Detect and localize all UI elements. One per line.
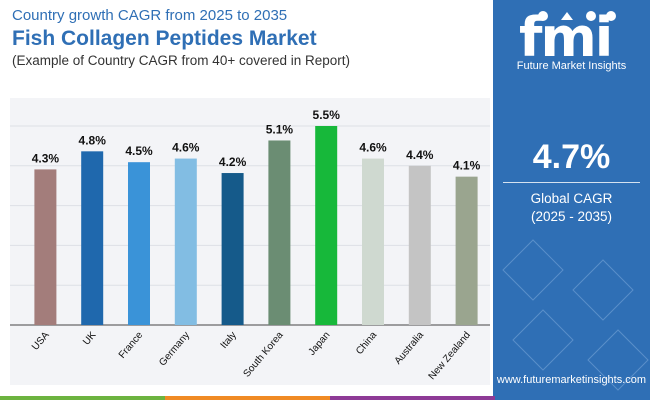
bar-uk bbox=[81, 151, 104, 325]
data-label: 4.2% bbox=[219, 155, 247, 169]
data-label: 4.1% bbox=[453, 159, 481, 173]
website-link[interactable]: www.futuremarketinsights.com bbox=[496, 374, 647, 386]
footer-segment-green bbox=[0, 396, 165, 400]
data-label: 4.3% bbox=[32, 151, 60, 165]
global-cagr-period: (2025 - 2035) bbox=[530, 209, 613, 224]
divider bbox=[503, 182, 640, 183]
footer-segment-orange bbox=[165, 396, 330, 400]
logo-icons bbox=[538, 11, 616, 21]
footer-segment-blue bbox=[495, 396, 650, 400]
data-label: 4.5% bbox=[125, 144, 153, 158]
brand-logo: fmi Future Market Insights bbox=[493, 0, 650, 80]
bar-usa bbox=[34, 169, 57, 325]
data-label: 4.4% bbox=[406, 148, 434, 162]
x-tick-label: New Zealand bbox=[427, 330, 473, 382]
data-label: 4.6% bbox=[172, 141, 200, 155]
x-tick-label: Japan bbox=[307, 330, 333, 358]
bar-japan bbox=[315, 126, 338, 325]
chart-title: Fish Collagen Peptides Market bbox=[12, 27, 317, 50]
bar-germany bbox=[174, 158, 197, 325]
chart-header: Country growth CAGR from 2025 to 2035 Fi… bbox=[12, 6, 482, 70]
global-cagr-value: 4.7% bbox=[532, 138, 611, 176]
brand-caption: Future Market Insights bbox=[516, 60, 627, 72]
x-tick-label: Germany bbox=[157, 330, 192, 369]
bar-italy bbox=[221, 173, 244, 325]
data-label: 5.5% bbox=[313, 108, 341, 122]
x-tick-label: USA bbox=[30, 330, 52, 353]
x-tick-label: South Korea bbox=[242, 330, 286, 380]
bar-china bbox=[362, 158, 384, 325]
chart-note: (Example of Country CAGR from 40+ covere… bbox=[12, 53, 351, 68]
brand-logo-text: fmi bbox=[519, 6, 613, 69]
bar-chart: 4.3% USA 4.8% UK 4.5% France 4.6% Germany 4.2% It… bbox=[10, 108, 490, 382]
decorative-pattern bbox=[502, 239, 649, 391]
x-tick-label: Australia bbox=[393, 330, 427, 367]
side-panel: fmi Future Market Insights 4.7% Global C… bbox=[493, 0, 650, 400]
x-tick-label: France bbox=[117, 330, 146, 361]
bar-south-korea bbox=[268, 140, 291, 325]
footer-segment-purple bbox=[330, 396, 495, 400]
chart-subtitle: Country growth CAGR from 2025 to 2035 bbox=[12, 7, 288, 24]
data-label: 4.6% bbox=[359, 141, 387, 155]
data-label: 4.8% bbox=[79, 133, 107, 147]
footer-color-bar bbox=[0, 396, 650, 400]
bar-france bbox=[128, 162, 150, 325]
x-tick-label: China bbox=[354, 330, 380, 357]
bar-australia bbox=[408, 165, 431, 325]
bar-new-zealand bbox=[455, 176, 478, 325]
data-label: 5.1% bbox=[266, 122, 294, 136]
global-cagr-label: Global CAGR bbox=[530, 191, 613, 206]
x-tick-label: Italy bbox=[219, 330, 239, 351]
x-tick-label: UK bbox=[81, 330, 99, 348]
